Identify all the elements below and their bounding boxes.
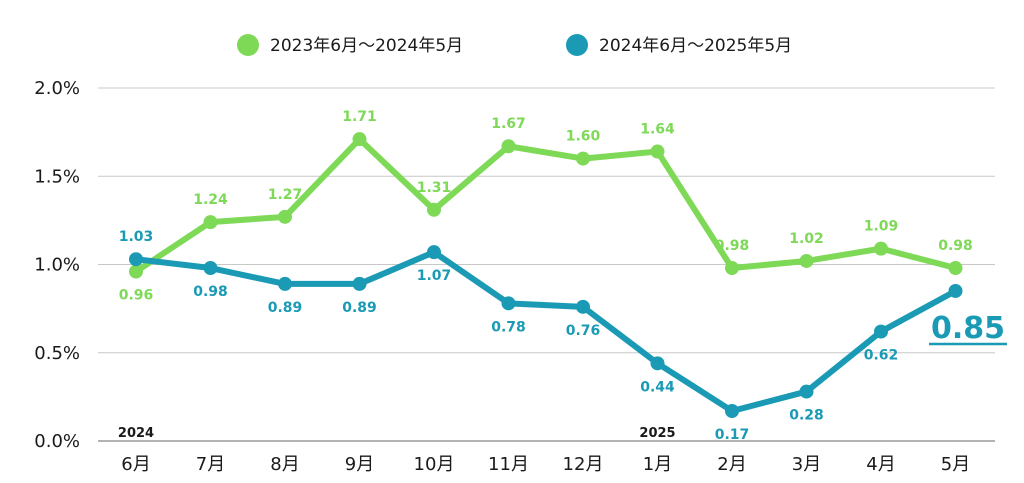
y-tick-label: 0.0%	[34, 431, 80, 452]
data-label: 0.28	[789, 408, 824, 424]
series-line-2	[133, 249, 959, 414]
x-tick-label: 6月	[121, 454, 150, 475]
data-point	[501, 139, 516, 154]
y-tick-label: 1.5%	[34, 166, 80, 187]
data-label: 0.78	[491, 319, 526, 335]
x-tick-label: 1月	[643, 454, 672, 475]
legend: 2023年6月～2024年5月 2024年6月～2025年5月	[237, 34, 792, 56]
gridlines	[98, 87, 995, 442]
series-group	[129, 132, 963, 418]
data-label: 0.17	[715, 427, 750, 443]
data-point	[352, 132, 367, 147]
data-point	[874, 241, 888, 256]
data-label: 1.03	[119, 229, 154, 245]
data-label: 1.02	[789, 231, 824, 247]
data-point	[129, 264, 143, 279]
data-label: 1.67	[491, 116, 526, 132]
data-point	[874, 324, 888, 339]
series-line-1	[133, 136, 959, 275]
year-marker: 2025	[639, 426, 675, 441]
data-label: 1.60	[566, 129, 601, 145]
x-tick-label: 5月	[941, 454, 970, 475]
data-label: 1.71	[342, 109, 377, 125]
data-point	[576, 151, 590, 166]
x-axis: 6月 7月 8月 9月 10月 11月 12月 1月 2月 3月 4月 5月 2024 2025	[118, 426, 970, 475]
data-point	[799, 253, 814, 268]
data-point	[650, 144, 665, 159]
data-point	[725, 403, 739, 418]
legend-entry: 2024年6月～2025年5月	[599, 36, 792, 56]
data-point	[203, 261, 218, 276]
data-point	[650, 356, 665, 371]
data-label: 1.07	[417, 268, 452, 284]
data-point	[948, 261, 963, 276]
data-point	[352, 276, 367, 291]
x-tick-label: 9月	[345, 454, 374, 475]
x-tick-label: 10月	[414, 454, 455, 475]
x-tick-label: 12月	[563, 454, 604, 475]
data-label: 0.98	[715, 238, 750, 254]
data-label: 0.89	[268, 300, 303, 316]
data-point	[501, 296, 516, 311]
data-point	[427, 245, 441, 260]
data-point	[278, 209, 292, 224]
data-point	[799, 384, 814, 399]
data-label: 0.44	[640, 379, 675, 395]
x-tick-label: 4月	[866, 454, 895, 475]
data-label: 0.76	[566, 323, 601, 339]
data-label: 1.64	[640, 122, 675, 138]
data-label: 1.09	[864, 219, 899, 235]
data-point	[129, 252, 143, 267]
y-tick-label: 0.5%	[34, 343, 80, 364]
legend-entry: 2023年6月～2024年5月	[270, 36, 463, 56]
data-label: 0.96	[119, 288, 154, 304]
data-label: 0.89	[342, 300, 377, 316]
highlight-value-label: 0.85	[931, 311, 1005, 346]
data-label: 1.31	[417, 180, 452, 196]
data-point	[948, 283, 963, 298]
x-tick-label: 2月	[717, 454, 746, 475]
x-tick-label: 11月	[488, 454, 529, 475]
legend-marker	[566, 34, 588, 56]
y-tick-label: 1.0%	[34, 255, 80, 276]
data-point	[576, 299, 590, 314]
data-point	[427, 202, 441, 217]
y-tick-label: 2.0%	[34, 78, 80, 99]
data-point	[203, 215, 218, 230]
x-tick-label: 7月	[196, 454, 225, 475]
year-marker: 2024	[118, 426, 154, 441]
data-label: 0.98	[193, 284, 228, 300]
x-tick-label: 3月	[792, 454, 821, 475]
data-label: 0.62	[864, 348, 899, 364]
data-labels: 0.96 1.24 1.27 1.71 1.31 1.67 1.60 1.64 0.98 1.02…	[119, 109, 1007, 443]
y-axis: 0.0% 0.5% 1.0% 1.5% 2.0%	[34, 78, 80, 452]
x-tick-label: 8月	[270, 454, 299, 475]
data-label: 0.98	[938, 238, 973, 254]
data-point	[278, 276, 292, 291]
data-label: 1.24	[193, 192, 228, 208]
legend-marker	[237, 34, 259, 56]
data-point	[725, 261, 739, 276]
data-label: 1.27	[268, 187, 303, 203]
